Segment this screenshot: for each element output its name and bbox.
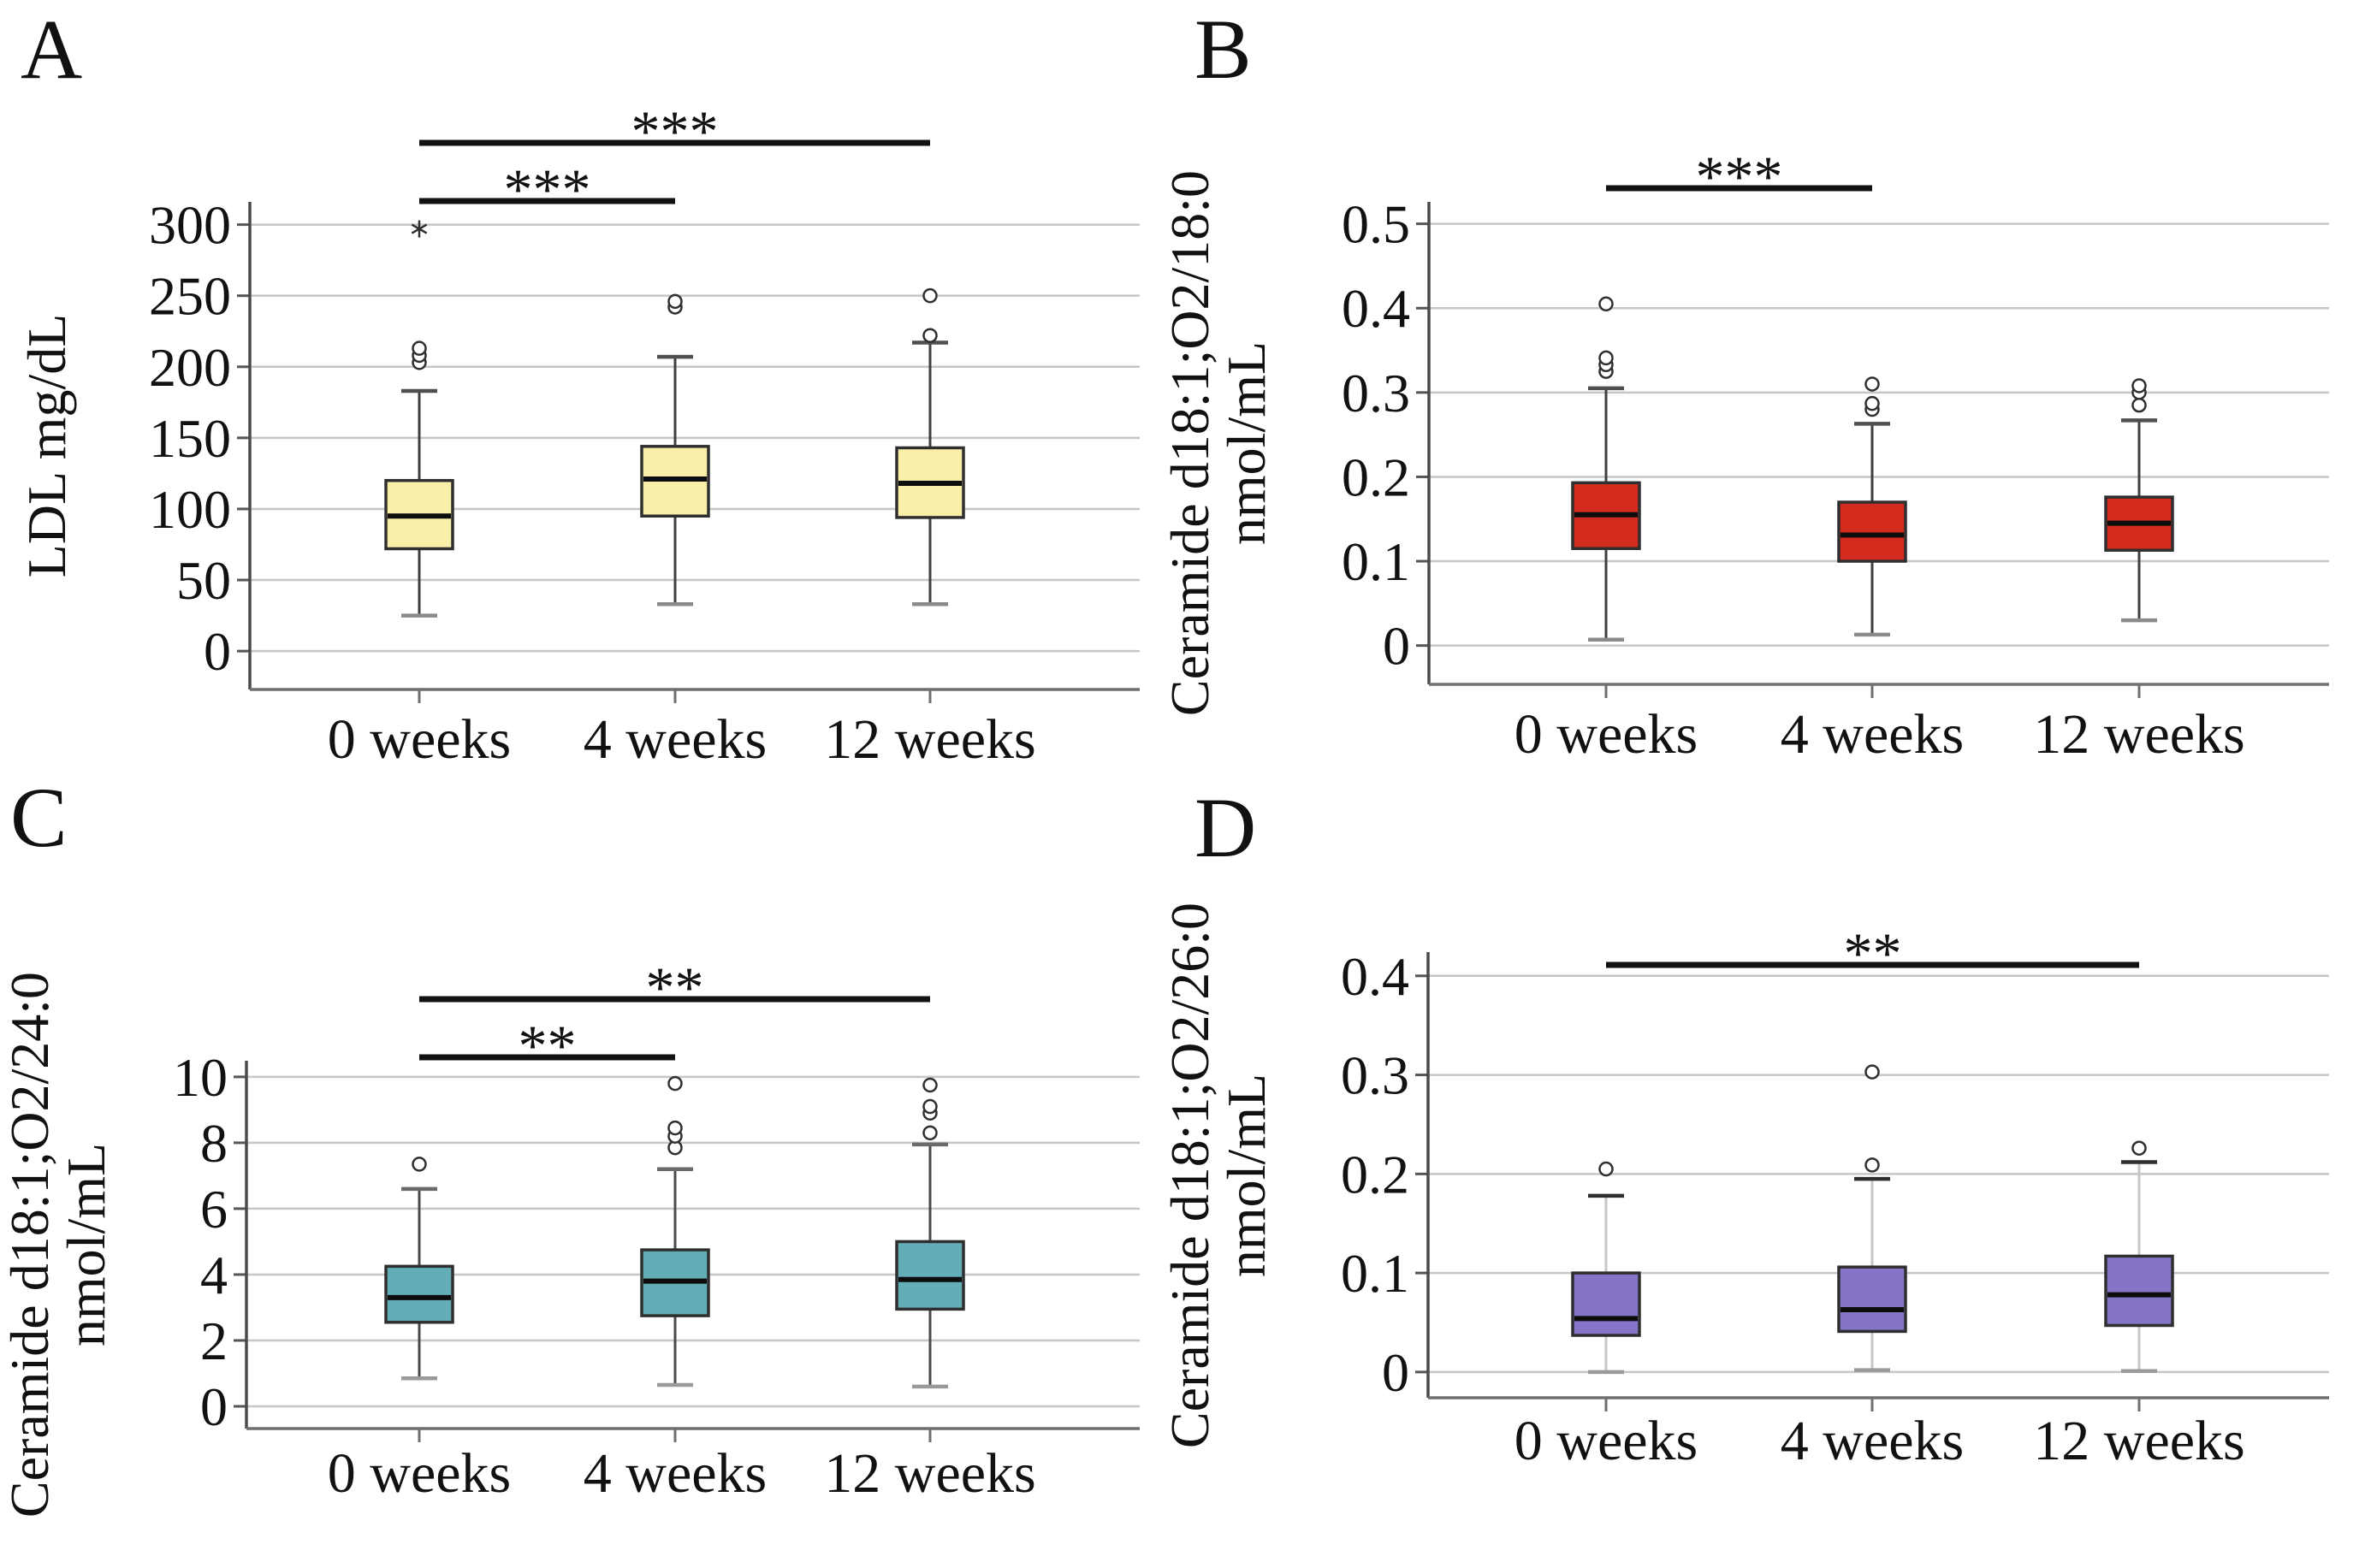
boxplot-B-0-weeks <box>1571 296 1641 642</box>
boxplot-C-0-weeks <box>384 1157 454 1381</box>
iqr-box <box>1837 500 1907 563</box>
x-tick-label: 4 weeks <box>584 708 767 771</box>
extreme-outlier-star <box>411 220 428 238</box>
x-tick-label: 0 weeks <box>1514 703 1698 766</box>
x-tick-label: 0 weeks <box>1514 1410 1698 1472</box>
iqr-box <box>1571 1271 1641 1337</box>
boxplot-B-12-weeks <box>2104 378 2174 623</box>
significance-label: *** <box>1696 144 1783 209</box>
outlier-point <box>1864 395 1880 411</box>
boxplot-D-0-weeks <box>1571 1161 1641 1375</box>
y-tick-label: 0 <box>200 1376 228 1437</box>
y-tick-label: 300 <box>149 195 231 256</box>
y-axis-label: nmol/mL <box>1216 1074 1277 1277</box>
x-tick-label: 12 weeks <box>2033 703 2244 766</box>
boxplot-C-12-weeks <box>895 1077 965 1389</box>
outlier-point <box>667 293 683 310</box>
outlier-point <box>922 1077 938 1093</box>
boxplot-B-4-weeks <box>1837 376 1907 637</box>
x-tick-label: 12 weeks <box>2033 1410 2244 1472</box>
boxplot-C-4-weeks <box>640 1075 710 1388</box>
x-tick-label: 4 weeks <box>1781 1410 1964 1472</box>
boxplot-D-4-weeks <box>1837 1064 1907 1372</box>
outlier-point <box>1598 1161 1614 1177</box>
y-tick-label: 0.1 <box>1341 1243 1409 1304</box>
y-tick-label: 200 <box>149 337 231 398</box>
panel-letter: C <box>10 770 68 865</box>
y-tick-label: 8 <box>200 1113 228 1174</box>
significance-label: ** <box>646 955 704 1020</box>
y-axis-label: nmol/mL <box>56 1143 116 1346</box>
iqr-box <box>2104 1254 2174 1328</box>
outlier-point <box>412 1157 427 1172</box>
outlier-point <box>1864 1064 1880 1080</box>
x-tick-label: 0 weeks <box>328 708 511 771</box>
iqr-box <box>1837 1265 1907 1334</box>
significance-label: ** <box>519 1013 577 1078</box>
panel-letter: B <box>1194 2 1252 97</box>
y-tick-label: 50 <box>176 550 231 611</box>
y-tick-label: 6 <box>200 1179 228 1240</box>
significance-label: *** <box>631 98 719 163</box>
outlier-point <box>922 1098 938 1115</box>
significance-label: ** <box>1844 920 1902 985</box>
y-tick-label: 4 <box>200 1245 228 1305</box>
x-tick-label: 4 weeks <box>1781 703 1964 766</box>
outlier-point <box>1598 350 1614 366</box>
boxplot-A-0-weeks <box>384 220 454 618</box>
iqr-box <box>384 1264 454 1324</box>
y-tick-label: 0.4 <box>1342 278 1410 339</box>
boxplot-D-12-weeks <box>2104 1140 2174 1373</box>
y-tick-label: 0.2 <box>1341 1144 1409 1204</box>
boxplot-A-4-weeks <box>640 293 710 606</box>
y-axis-label: LDL mg/dL <box>16 314 77 578</box>
x-tick-label: 12 weeks <box>824 708 1035 771</box>
y-tick-label: 250 <box>149 266 231 327</box>
y-tick-label: 0.3 <box>1341 1045 1409 1106</box>
outlier-point <box>2131 1140 2147 1156</box>
y-tick-label: 0.3 <box>1342 363 1410 423</box>
y-axis-label: Ceramide d18:1;O2/24:0 <box>0 972 60 1518</box>
iqr-box <box>895 1240 965 1311</box>
y-tick-label: 100 <box>149 479 231 540</box>
outlier-point <box>667 1120 683 1136</box>
panel-A: 0 50 100 150 200 250 300 0 weeks 4 weeks 12 weeks… <box>16 2 1140 771</box>
y-tick-label: 0 <box>204 621 231 682</box>
significance-label: *** <box>504 157 591 222</box>
outlier-point <box>667 1075 683 1092</box>
x-tick-label: 0 weeks <box>328 1442 511 1505</box>
outlier-point <box>2131 397 2147 413</box>
y-tick-label: 0.1 <box>1342 531 1410 592</box>
outlier-point <box>1864 1157 1880 1173</box>
y-tick-label: 2 <box>200 1311 228 1371</box>
outlier-point <box>922 1125 938 1141</box>
y-tick-label: 0.5 <box>1342 194 1410 255</box>
y-axis-label: Ceramide d18:1;O2/18:0 <box>1159 170 1220 716</box>
x-tick-label: 4 weeks <box>584 1442 767 1505</box>
panel-B: 0 0.1 0.2 0.3 0.4 0.5 0 weeks 4 weeks 12 weeks **… <box>1159 2 2329 766</box>
y-tick-label: 0.4 <box>1341 946 1409 1007</box>
panel-letter: D <box>1194 780 1256 875</box>
outlier-point <box>1598 296 1614 312</box>
y-tick-label: 0 <box>1382 1342 1409 1403</box>
y-tick-label: 10 <box>173 1047 228 1108</box>
y-tick-label: 150 <box>149 408 231 469</box>
boxplot-A-12-weeks <box>895 287 965 606</box>
panel-letter: A <box>21 2 82 97</box>
outlier-point <box>1864 376 1880 392</box>
y-axis-label: nmol/mL <box>1216 341 1277 545</box>
outlier-point <box>412 340 427 356</box>
x-tick-label: 12 weeks <box>824 1442 1035 1505</box>
panel-D: 0 0.1 0.2 0.3 0.4 0 weeks 4 weeks 12 weeks ** D Ce… <box>1159 780 2329 1472</box>
outlier-point <box>922 328 938 343</box>
y-axis-label: Ceramide d18:1;O2/26:0 <box>1159 902 1220 1448</box>
y-tick-label: 0 <box>1383 616 1410 677</box>
y-tick-label: 0.2 <box>1342 447 1410 507</box>
outlier-point <box>2131 378 2147 393</box>
outlier-point <box>922 287 938 304</box>
